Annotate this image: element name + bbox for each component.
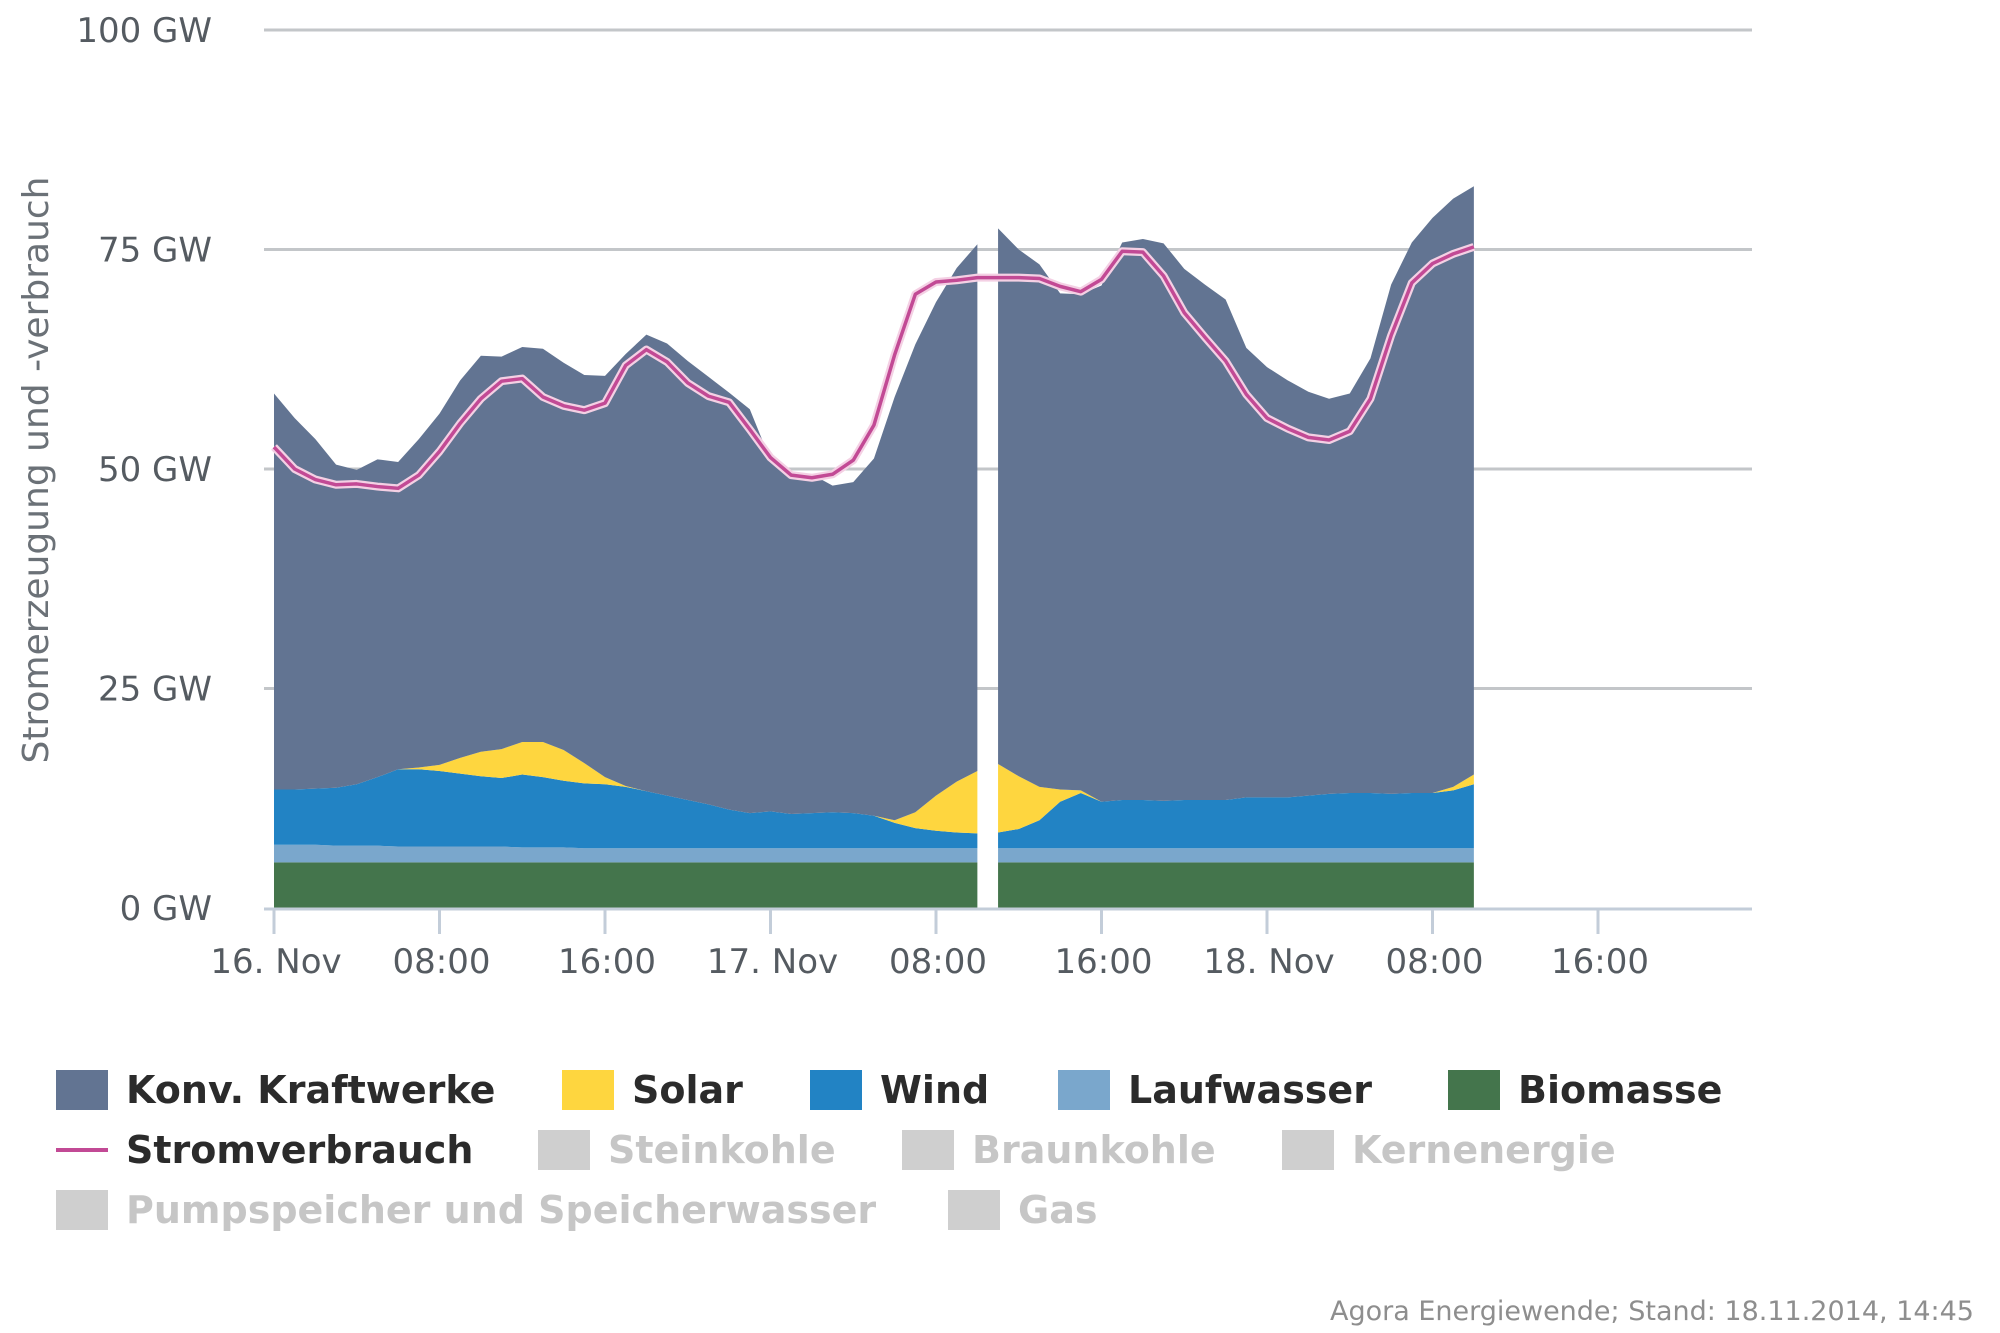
x-tick-label: 08:00 <box>1386 942 1484 982</box>
area-solar <box>274 742 1474 834</box>
legend-swatch-pumpspeicher <box>56 1190 108 1230</box>
legend-stromverbrauch[interactable]: Stromverbrauch <box>56 1128 473 1172</box>
legend-label: Pumpspeicher und Speicherwasser <box>126 1188 877 1232</box>
y-tick-label: 75 GW <box>98 231 212 271</box>
legend-braunkohle[interactable]: Braunkohle <box>902 1128 1216 1172</box>
x-tick-label: 16:00 <box>558 942 656 982</box>
legend-konv-kraftwerke[interactable]: Konv. Kraftwerke <box>56 1068 495 1112</box>
legend-label: Konv. Kraftwerke <box>126 1068 496 1112</box>
y-tick-label: 100 GW <box>76 11 212 51</box>
legend-label: Wind <box>880 1068 990 1112</box>
legend-swatch-stromverbrauch <box>56 1148 108 1152</box>
legend-swatch-wind <box>810 1070 862 1110</box>
x-tick-label: 16:00 <box>1055 942 1153 982</box>
x-tick-label: 18. Nov <box>1203 942 1334 982</box>
legend-swatch-braunkohle <box>902 1130 954 1170</box>
legend-label: Solar <box>632 1068 743 1112</box>
legend-wind[interactable]: Wind <box>810 1068 989 1112</box>
legend-biomasse[interactable]: Biomasse <box>1448 1068 1722 1112</box>
legend-label: Braunkohle <box>972 1128 1216 1172</box>
y-axis-label: Stromerzeugung und -verbrauch <box>16 176 57 763</box>
consumption-line-layer <box>271 243 1476 493</box>
legend-swatch-laufwasser <box>1058 1070 1110 1110</box>
legend-label: Steinkohle <box>608 1128 836 1172</box>
legend-label: Kernenergie <box>1352 1128 1616 1172</box>
legend-label: Gas <box>1018 1188 1098 1232</box>
legend-label: Laufwasser <box>1128 1068 1372 1112</box>
legend-label: Stromverbrauch <box>126 1128 474 1172</box>
legend-swatch-konv <box>56 1070 108 1110</box>
legend-laufwasser[interactable]: Laufwasser <box>1058 1068 1372 1112</box>
legend-swatch-biomasse <box>1448 1070 1500 1110</box>
y-tick-label: 25 GW <box>98 670 212 710</box>
area-biomasse <box>274 862 1474 908</box>
x-tick-label: 16. Nov <box>210 942 341 982</box>
legend-solar[interactable]: Solar <box>562 1068 743 1112</box>
x-tick-label: 08:00 <box>393 942 491 982</box>
stacked-areas <box>274 186 1474 908</box>
line-stromverbrauch <box>272 245 1475 491</box>
legend-gas[interactable]: Gas <box>948 1188 1097 1232</box>
legend-swatch-kernenergie <box>1282 1130 1334 1170</box>
x-axis: 16. Nov 08:00 16:00 17. Nov 08:00 16:00 18. No… <box>210 907 1752 982</box>
area-konv-kraftwerke <box>274 186 1474 821</box>
area-laufwasser <box>274 844 1474 863</box>
x-tick-label: 16:00 <box>1551 942 1649 982</box>
source-credit: Agora Energiewende; Stand: 18.11.2014, 1… <box>1329 1296 1974 1327</box>
y-tick-label: 50 GW <box>98 450 212 490</box>
y-axis: 0 GW 25 GW 50 GW 75 GW 100 GW <box>76 11 212 929</box>
legend-swatch-steinkohle <box>538 1130 590 1170</box>
legend-steinkohle[interactable]: Steinkohle <box>538 1128 836 1172</box>
legend-label: Biomasse <box>1518 1068 1723 1112</box>
legend-kernenergie[interactable]: Kernenergie <box>1282 1128 1616 1172</box>
x-tick-label: 08:00 <box>889 942 987 982</box>
legend-pumpspeicher[interactable]: Pumpspeicher und Speicherwasser <box>56 1188 876 1232</box>
legend-swatch-gas <box>948 1190 1000 1230</box>
x-tick-label: 17. Nov <box>707 942 838 982</box>
y-tick-label: 0 GW <box>120 889 212 929</box>
legend-swatch-solar <box>562 1070 614 1110</box>
area-wind <box>274 769 1474 849</box>
